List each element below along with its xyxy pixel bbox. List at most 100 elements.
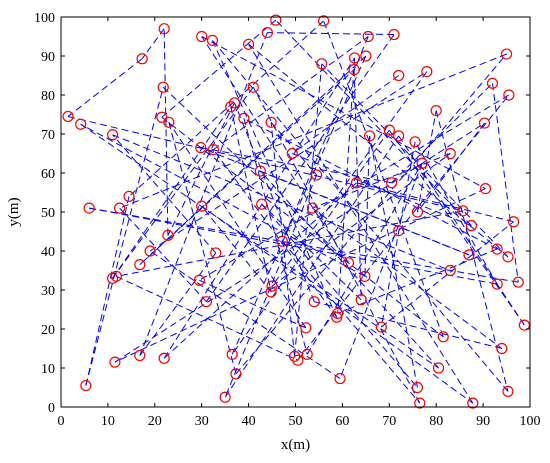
route-segment <box>161 19 277 118</box>
node-marker <box>134 259 146 271</box>
node-marker <box>491 243 503 255</box>
node-marker <box>350 177 363 189</box>
node-marker <box>432 362 445 374</box>
node-marker <box>465 220 477 232</box>
node-marker <box>83 202 95 214</box>
node-marker <box>348 52 361 64</box>
route-segment <box>230 106 272 293</box>
node-marker <box>416 157 428 169</box>
route-segment <box>312 207 503 349</box>
route-segment <box>261 203 362 301</box>
route-segment <box>491 83 519 283</box>
y-tick-label: 70 <box>41 128 55 143</box>
route-segment <box>231 129 390 355</box>
node-marker <box>478 117 491 129</box>
route-segment <box>381 221 514 328</box>
node-marker <box>276 235 288 247</box>
y-tick-label: 100 <box>34 11 55 26</box>
x-tick-label: 40 <box>242 414 256 429</box>
route-segment <box>199 279 307 329</box>
node-marker <box>265 286 277 298</box>
x-tick-label: 20 <box>148 414 162 429</box>
route-segment <box>201 36 486 190</box>
y-tick-label: 90 <box>41 50 55 65</box>
node-marker <box>80 379 92 392</box>
x-tick-label: 90 <box>476 414 490 429</box>
node-marker <box>479 183 492 195</box>
route-segment <box>67 58 143 117</box>
node-marker <box>463 249 475 261</box>
y-tick-label: 80 <box>41 89 55 104</box>
route-segment <box>80 123 366 277</box>
x-tick-label: 100 <box>520 414 541 429</box>
x-tick-label: 60 <box>335 414 349 429</box>
route-segment <box>112 134 451 271</box>
route-segment <box>67 115 464 212</box>
node-marker <box>207 144 220 156</box>
route-segment <box>201 36 349 263</box>
node-marker <box>457 205 469 217</box>
node-marker <box>163 116 175 128</box>
route-segment <box>212 40 338 318</box>
route-segment <box>112 134 217 254</box>
node-marker <box>134 349 146 362</box>
route-segment <box>243 118 308 355</box>
node-marker <box>359 270 371 282</box>
route-segment <box>201 205 272 293</box>
node-marker <box>196 200 208 212</box>
x-tick-label: 70 <box>382 414 396 429</box>
route-segment <box>116 275 299 361</box>
route-segment <box>139 69 355 266</box>
route-segment <box>112 106 232 279</box>
x-tick-label: 0 <box>58 414 65 429</box>
node-marker <box>306 202 318 214</box>
y-tick-label: 60 <box>41 167 55 182</box>
route-segment <box>391 82 493 184</box>
route-segment <box>353 69 362 300</box>
node-marker <box>136 53 148 65</box>
node-marker <box>238 112 250 125</box>
node-marker <box>144 245 156 257</box>
node-marker <box>266 280 278 292</box>
node-marker <box>157 81 169 93</box>
marker-layer <box>62 14 530 409</box>
route-segment <box>149 250 341 379</box>
route-segment <box>224 135 400 398</box>
route-segment <box>306 162 423 355</box>
node-marker <box>388 28 400 41</box>
route-segment <box>416 110 437 213</box>
node-marker <box>444 147 456 160</box>
route-segment <box>323 20 444 337</box>
node-marker <box>311 169 323 181</box>
node-marker <box>500 48 513 60</box>
node-marker <box>193 274 205 286</box>
node-marker <box>411 381 424 394</box>
node-marker <box>243 38 255 50</box>
y-tick-label: 40 <box>41 245 55 260</box>
node-marker <box>334 372 346 385</box>
y-tick-label: 0 <box>48 401 55 416</box>
node-marker <box>226 348 238 360</box>
route-segment <box>281 240 421 404</box>
route-segment <box>388 129 525 326</box>
route-segment <box>200 147 470 256</box>
node-marker <box>502 385 514 397</box>
node-marker <box>206 34 219 47</box>
route-segment <box>112 86 254 279</box>
node-marker <box>496 342 508 355</box>
node-marker <box>261 26 273 39</box>
node-marker <box>467 397 479 409</box>
route-segment <box>114 188 486 363</box>
node-marker <box>355 294 367 306</box>
node-marker <box>414 397 426 409</box>
route-segment <box>85 87 164 386</box>
node-marker <box>225 101 237 113</box>
x-tick-label: 30 <box>195 414 209 429</box>
route-segment <box>275 19 472 226</box>
node-marker <box>109 356 121 368</box>
node-marker <box>502 251 514 263</box>
node-marker <box>332 307 344 319</box>
node-marker <box>393 69 405 82</box>
node-marker <box>318 15 330 27</box>
